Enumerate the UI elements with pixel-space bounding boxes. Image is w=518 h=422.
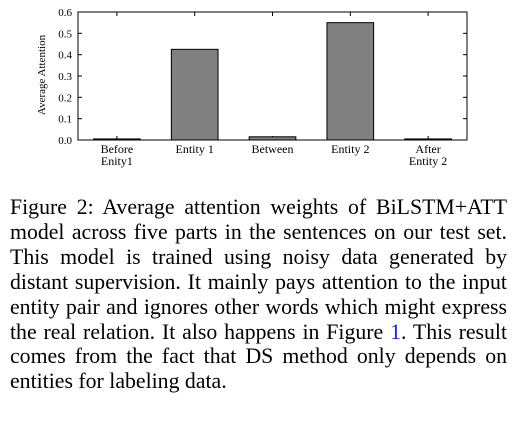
y-tick-label: 0.4	[58, 50, 72, 62]
x-tick-label: After	[415, 142, 440, 156]
x-tick-label: Before	[101, 142, 134, 156]
bar	[170, 48, 219, 141]
caption-text: Average attention weights of BiLSTM+ATT …	[10, 195, 508, 344]
y-axis-label: Average Attention	[36, 34, 48, 115]
x-tick-label: Enity1	[101, 154, 133, 168]
x-tick-label: Entity 2	[409, 154, 447, 168]
y-tick-label: 0.6	[58, 7, 72, 19]
bar	[326, 22, 375, 141]
y-tick-label: 0.1	[58, 114, 72, 126]
figure-reference-link[interactable]: 1	[390, 319, 401, 344]
bar	[93, 138, 141, 141]
x-tick-label: Entity 2	[331, 142, 369, 156]
plot-frame	[77, 11, 468, 141]
caption-prefix: Figure 2:	[10, 195, 94, 219]
x-tick-label: Between	[252, 142, 294, 156]
bar	[248, 136, 297, 141]
y-tick-label: 0.2	[58, 92, 72, 104]
y-tick-label: 0.3	[58, 71, 72, 83]
caption-text-end: . This result comes from the fact that D…	[10, 319, 507, 394]
y-tick-label: 0.5	[58, 28, 72, 40]
figure-caption: Figure 2: Average attention weights of B…	[10, 195, 507, 394]
bar	[404, 138, 452, 141]
x-tick-label: Entity 1	[176, 142, 214, 156]
axes	[77, 11, 468, 141]
y-tick-label: 0.0	[58, 135, 72, 147]
bars	[93, 22, 452, 141]
